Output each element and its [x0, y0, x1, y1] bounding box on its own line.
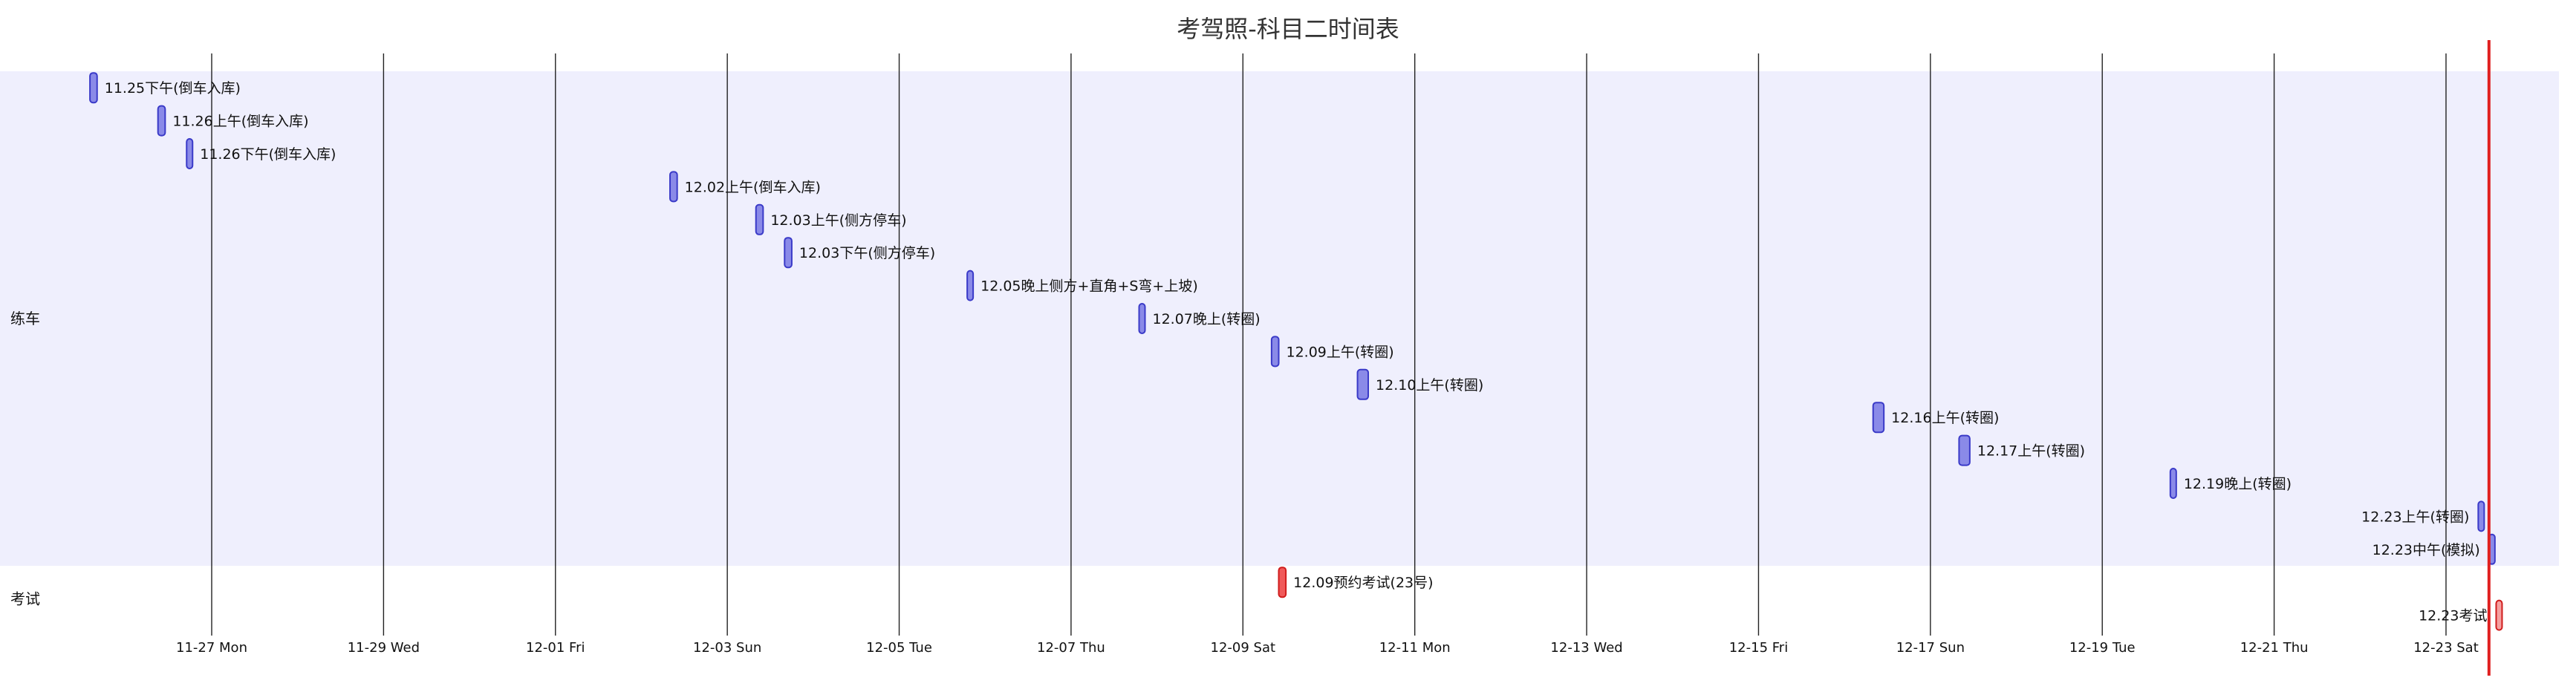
task-label: 12.02上午(倒车入库) — [685, 179, 821, 195]
task-label: 12.16上午(转圈) — [1891, 410, 1999, 426]
task-bar — [1872, 402, 1885, 434]
task-bar — [2169, 468, 2177, 499]
task-bar — [755, 203, 764, 235]
task-label: 11.26上午(倒车入库) — [172, 114, 308, 130]
section-bands — [0, 71, 2559, 632]
task-label: 12.09预约考试(23号) — [1293, 575, 1433, 591]
task-label: 12.23上午(转圈) — [2361, 509, 2469, 525]
task-bar — [2477, 500, 2485, 532]
task-bar — [157, 105, 166, 137]
task-bar — [1278, 567, 1287, 598]
task-label: 11.26下午(倒车入库) — [200, 146, 336, 163]
section-label: 考试 — [10, 590, 40, 607]
x-tick-label: 12-11 Mon — [1379, 640, 1451, 656]
task-bar — [1138, 303, 1146, 334]
x-tick-label: 12-03 Sun — [693, 640, 761, 656]
section-label: 练车 — [10, 310, 40, 327]
grid-lines — [211, 53, 2447, 636]
x-tick-label: 12-07 Thu — [1037, 640, 1105, 656]
x-tick-label: 12-23 Sat — [2413, 640, 2479, 656]
x-axis-ticks: 11-27 Mon 11-29 Wed 12-01 Fri 12-03 Sun 12-0… — [176, 640, 2479, 656]
task-label: 12.09上午(转圈) — [1287, 344, 1394, 360]
tasks — [89, 72, 2503, 631]
task-label: 12.19晚上(转圈) — [2184, 476, 2292, 492]
task-bar — [1958, 434, 1971, 466]
x-tick-label: 12-01 Fri — [526, 640, 585, 656]
task-labels: 11.25下午(倒车入库) 11.26上午(倒车入库) 11.26下午(倒车入库) 1… — [105, 80, 2488, 624]
task-label: 12.05晚上侧方+直角+S弯+上坡) — [980, 278, 1198, 295]
x-tick-label: 12-15 Fri — [1729, 640, 1788, 656]
task-bar — [784, 237, 793, 269]
task-bar — [89, 72, 98, 104]
x-tick-label: 12-17 Sun — [1896, 640, 1965, 656]
task-label: 12.10上午(转圈) — [1376, 377, 1483, 394]
x-tick-label: 12-09 Sat — [1211, 640, 1276, 656]
task-bar — [1356, 368, 1370, 400]
section-band-practice — [0, 71, 2559, 566]
task-label: 12.03下午(侧方停车) — [799, 245, 935, 261]
task-label: 12.07晚上(转圈) — [1153, 311, 1261, 327]
task-label: 12.23考试 — [2419, 608, 2487, 624]
task-label: 12.23中午(模拟) — [2372, 542, 2480, 558]
task-label: 11.25下午(倒车入库) — [105, 80, 241, 97]
task-bar — [1270, 336, 1280, 368]
task-label: 12.03上午(侧方停车) — [770, 212, 906, 229]
task-bar — [2495, 599, 2503, 631]
task-bar — [966, 270, 975, 301]
task-label: 12.17上午(转圈) — [1977, 443, 2085, 460]
task-bar — [669, 171, 678, 203]
x-tick-label: 11-29 Wed — [348, 640, 420, 656]
task-bar — [186, 138, 194, 169]
x-tick-label: 12-21 Thu — [2240, 640, 2309, 656]
x-tick-label: 12-19 Tue — [2069, 640, 2136, 656]
x-tick-label: 12-05 Tue — [866, 640, 932, 656]
x-tick-label: 11-27 Mon — [176, 640, 247, 656]
chart-title: 考驾照-科目二时间表 — [1177, 15, 1399, 43]
x-tick-label: 12-13 Wed — [1550, 640, 1622, 656]
